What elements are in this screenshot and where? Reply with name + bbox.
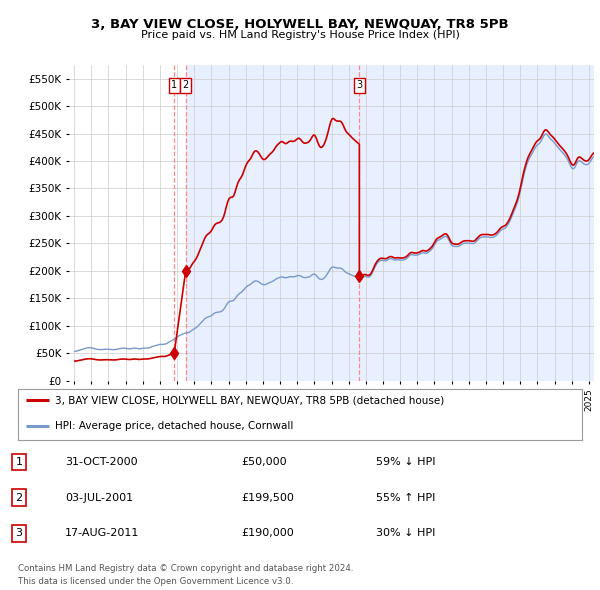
Text: £199,500: £199,500 — [241, 493, 294, 503]
Text: 2: 2 — [182, 80, 189, 90]
Text: Contains HM Land Registry data © Crown copyright and database right 2024.: Contains HM Land Registry data © Crown c… — [18, 564, 353, 573]
Text: £50,000: £50,000 — [241, 457, 287, 467]
Bar — [69, 65, 185, 381]
Text: HPI: Average price, detached house, Cornwall: HPI: Average price, detached house, Corn… — [55, 421, 293, 431]
Text: 31-OCT-2000: 31-OCT-2000 — [65, 457, 137, 467]
Text: 30% ↓ HPI: 30% ↓ HPI — [376, 529, 436, 539]
Text: 3, BAY VIEW CLOSE, HOLYWELL BAY, NEWQUAY, TR8 5PB: 3, BAY VIEW CLOSE, HOLYWELL BAY, NEWQUAY… — [91, 18, 509, 31]
Text: 3, BAY VIEW CLOSE, HOLYWELL BAY, NEWQUAY, TR8 5PB (detached house): 3, BAY VIEW CLOSE, HOLYWELL BAY, NEWQUAY… — [55, 395, 444, 405]
Text: 55% ↑ HPI: 55% ↑ HPI — [376, 493, 436, 503]
Text: 17-AUG-2011: 17-AUG-2011 — [65, 529, 139, 539]
Text: 1: 1 — [171, 80, 177, 90]
Text: 2: 2 — [16, 493, 22, 503]
Text: 03-JUL-2001: 03-JUL-2001 — [65, 493, 133, 503]
Text: This data is licensed under the Open Government Licence v3.0.: This data is licensed under the Open Gov… — [18, 577, 293, 586]
Text: 3: 3 — [356, 80, 362, 90]
Bar — [185, 65, 594, 381]
Text: 3: 3 — [16, 529, 22, 539]
Text: 1: 1 — [16, 457, 22, 467]
Text: Price paid vs. HM Land Registry's House Price Index (HPI): Price paid vs. HM Land Registry's House … — [140, 30, 460, 40]
Text: £190,000: £190,000 — [241, 529, 294, 539]
Text: 59% ↓ HPI: 59% ↓ HPI — [376, 457, 436, 467]
